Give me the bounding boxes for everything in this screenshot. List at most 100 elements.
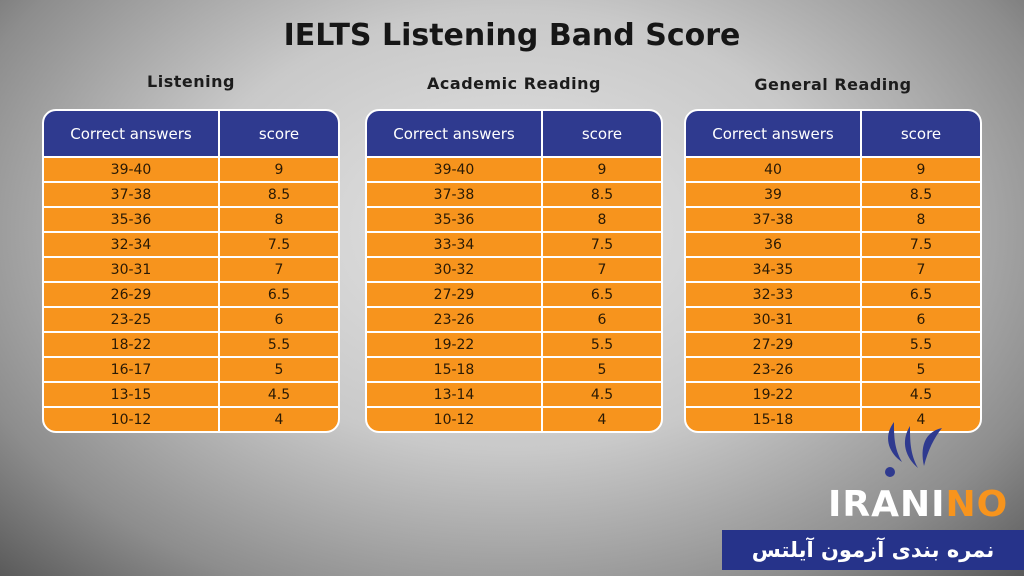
logo-part: IRANI — [828, 484, 946, 525]
table-cell: 7 — [543, 256, 661, 281]
table-row: 30-32 7 — [367, 256, 661, 281]
table-row: 40 9 — [686, 156, 980, 181]
table-caption: General Reading — [754, 75, 912, 94]
table-cell: 30-31 — [44, 256, 220, 281]
table-body: 39-40 9 37-38 8.5 35-36 8 32-34 7.5 30-31 7 26-29 6… — [44, 156, 338, 431]
table-cell: 18-22 — [44, 331, 220, 356]
table-cell: 10-12 — [44, 406, 220, 431]
table-cell: 5.5 — [862, 331, 980, 356]
table-cell: 6.5 — [862, 281, 980, 306]
header-row: Correct answers score — [44, 111, 338, 156]
table-cell: 7.5 — [220, 231, 338, 256]
table-row: 10-12 4 — [44, 406, 338, 431]
table-row: 23-26 5 — [686, 356, 980, 381]
table-cell: 6.5 — [543, 281, 661, 306]
table-cell: 30-32 — [367, 256, 543, 281]
table-row: 27-29 5.5 — [686, 331, 980, 356]
table-row: 37-38 8.5 — [367, 181, 661, 206]
table-cell: 36 — [686, 231, 862, 256]
table-row: 23-26 6 — [367, 306, 661, 331]
table-cell: 23-26 — [367, 306, 543, 331]
table-row: 36 7.5 — [686, 231, 980, 256]
table-cell: 39-40 — [367, 156, 543, 181]
logo: IRANINO — [828, 484, 1008, 525]
page-title: IELTS Listening Band Score — [283, 18, 741, 53]
table-cell: 9 — [862, 156, 980, 181]
header-cell: score — [581, 124, 623, 143]
table-cell: 34-35 — [686, 256, 862, 281]
table-row: 32-34 7.5 — [44, 231, 338, 256]
table-cell: 33-34 — [367, 231, 543, 256]
table-row: 35-36 8 — [44, 206, 338, 231]
header-cell: Correct answers — [44, 111, 220, 156]
table-cell: 40 — [686, 156, 862, 181]
table-row: 37-38 8 — [686, 206, 980, 231]
table-cell: 13-14 — [367, 381, 543, 406]
header-cell: Correct answers — [367, 111, 543, 156]
logo-part: NO — [945, 484, 1009, 525]
logo-icon — [885, 422, 942, 477]
table-row: 34-35 7 — [686, 256, 980, 281]
table-caption: Listening — [147, 72, 235, 91]
table-row: 23-25 6 — [44, 306, 338, 331]
table-cell: 16-17 — [44, 356, 220, 381]
table-cell: 32-34 — [44, 231, 220, 256]
table-cell: 19-22 — [686, 381, 862, 406]
table-cell: 6.5 — [220, 281, 338, 306]
table-row: 37-38 8.5 — [44, 181, 338, 206]
table-cell: 39 — [686, 181, 862, 206]
table-row: 26-29 6.5 — [44, 281, 338, 306]
table-cell: 15-18 — [367, 356, 543, 381]
table-row: 19-22 5.5 — [367, 331, 661, 356]
table-cell: 6 — [543, 306, 661, 331]
table-cell: 4 — [862, 406, 980, 431]
header-cell: score — [258, 124, 300, 143]
table-cell: 39-40 — [44, 156, 220, 181]
table-row: 30-31 6 — [686, 306, 980, 331]
table-row: 27-29 6.5 — [367, 281, 661, 306]
table-body: 40 9 39 8.5 37-38 8 36 7.5 34-35 7 32-33 6.5 30-31 6 2… — [686, 156, 980, 431]
table-cell: 5.5 — [220, 331, 338, 356]
header-cell: score — [900, 124, 942, 143]
table-cell: 8.5 — [862, 181, 980, 206]
table-cell: 6 — [862, 306, 980, 331]
table-cell: 4.5 — [543, 381, 661, 406]
table-cell: 35-36 — [367, 206, 543, 231]
table-row: 10-12 4 — [367, 406, 661, 431]
table-row: 13-15 4.5 — [44, 381, 338, 406]
table-cell: 37-38 — [44, 181, 220, 206]
table: Correct answers score 39-40 9 37-38 8.5 35-36 8… — [42, 109, 340, 433]
header-cell: Correct answers — [686, 111, 862, 156]
table-row: 16-17 5 — [44, 356, 338, 381]
header-row: Correct answers score — [367, 111, 661, 156]
table-cell: 26-29 — [44, 281, 220, 306]
table-cell: 4 — [220, 406, 338, 431]
table-cell: 6 — [220, 306, 338, 331]
table-cell: 30-31 — [686, 306, 862, 331]
table-cell: 5 — [862, 356, 980, 381]
table-row: 33-34 7.5 — [367, 231, 661, 256]
table-row: 39-40 9 — [367, 156, 661, 181]
table-cell: 13-15 — [44, 381, 220, 406]
table-cell: 4.5 — [220, 381, 338, 406]
table-cell: 10-12 — [367, 406, 543, 431]
table-cell: 8 — [220, 206, 338, 231]
table-row: 19-22 4.5 — [686, 381, 980, 406]
table-cell: 37-38 — [367, 181, 543, 206]
table-cell: 7.5 — [862, 231, 980, 256]
table-row: 32-33 6.5 — [686, 281, 980, 306]
table-row: 13-14 4.5 — [367, 381, 661, 406]
table-cell: 5 — [220, 356, 338, 381]
table-body: 39-40 9 37-38 8.5 35-36 8 33-34 7.5 30-32 7 27-29 6… — [367, 156, 661, 431]
table-cell: 4 — [543, 406, 661, 431]
table-cell: 8.5 — [220, 181, 338, 206]
table-cell: 27-29 — [686, 331, 862, 356]
banner: نمره بندی آزمون آیلتس — [722, 530, 1024, 570]
table-row: 39-40 9 — [44, 156, 338, 181]
table-row: 18-22 5.5 — [44, 331, 338, 356]
table-row: 30-31 7 — [44, 256, 338, 281]
table-cell: 32-33 — [686, 281, 862, 306]
table-cell: 23-25 — [44, 306, 220, 331]
table-cell: 7.5 — [543, 231, 661, 256]
